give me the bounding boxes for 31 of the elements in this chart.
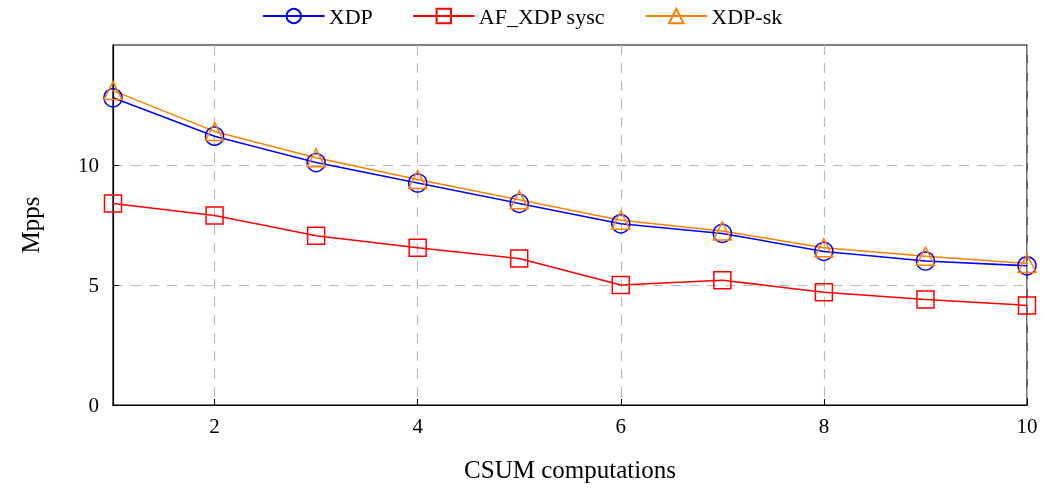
point [103, 88, 123, 108]
point [915, 251, 936, 271]
y-tick-label: 0 [88, 393, 99, 417]
y-tick-label: 10 [78, 153, 99, 177]
x-tick-label: 8 [818, 413, 830, 438]
point [204, 121, 225, 142]
point [915, 246, 936, 266]
point [713, 270, 732, 290]
x-tick-label: 4 [412, 413, 424, 438]
x-tick-label: 2 [209, 413, 220, 438]
x-axis-title: CSUM computations [464, 456, 676, 483]
legend-label: XDP [328, 3, 373, 29]
point [204, 126, 225, 146]
point [916, 290, 935, 309]
point [509, 249, 529, 268]
point [103, 194, 123, 213]
point [103, 80, 123, 101]
point [306, 152, 326, 173]
point [306, 148, 326, 168]
legend-label: AF_XDP sysc [478, 3, 605, 29]
point [408, 238, 427, 258]
point [611, 275, 631, 295]
point [1017, 296, 1037, 315]
point [814, 282, 834, 302]
legend-label: XDP-sk [711, 3, 783, 29]
y-tick-label: 5 [88, 273, 99, 297]
x-tick-label: 6 [615, 413, 627, 438]
point [205, 206, 224, 225]
x-tick-label: 10 [1016, 413, 1038, 438]
point [306, 226, 326, 246]
y-axis-title: Mpps [17, 196, 44, 254]
